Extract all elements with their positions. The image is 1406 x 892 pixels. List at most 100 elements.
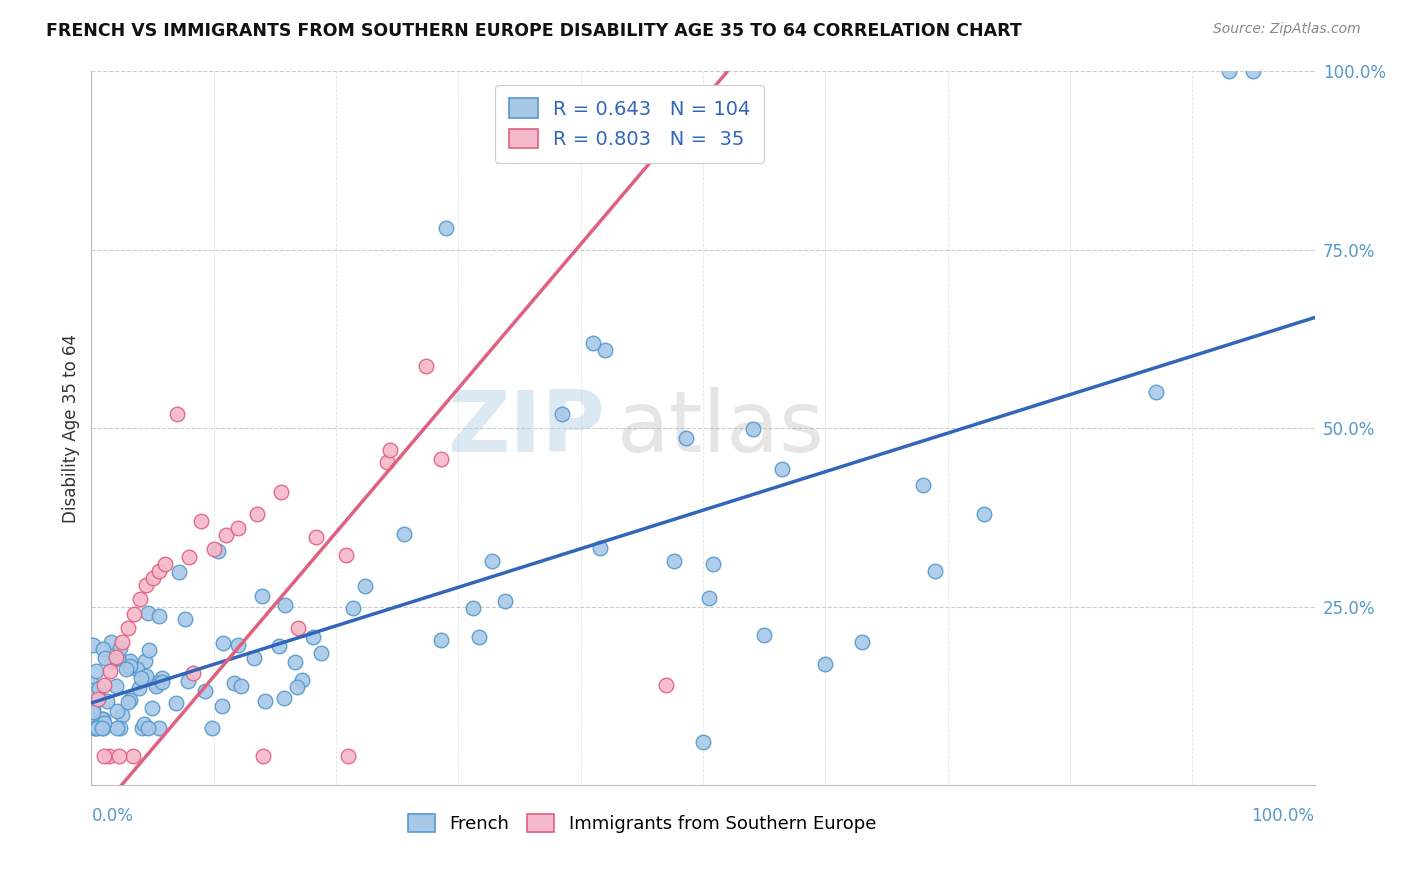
Point: [111, 708, 134, 723]
Point: [375, 455, 398, 469]
Point: [80, 713, 103, 727]
Point: [105, 704, 128, 718]
Point: [582, 335, 605, 350]
Point: [148, 608, 170, 623]
Point: [91, 712, 114, 726]
Point: [190, 514, 212, 528]
Point: [117, 621, 139, 635]
Point: [252, 589, 274, 603]
Point: [105, 721, 128, 735]
Point: [122, 749, 145, 764]
Text: atlas: atlas: [617, 386, 825, 470]
Point: [108, 749, 131, 764]
Point: [125, 662, 148, 676]
Point: [145, 679, 167, 693]
Point: [166, 407, 188, 421]
Point: [973, 507, 995, 521]
Point: [105, 679, 128, 693]
Point: [269, 639, 291, 653]
Point: [226, 521, 249, 535]
Point: [378, 443, 401, 458]
Point: [1218, 64, 1240, 78]
Point: [135, 578, 157, 592]
Point: [131, 721, 153, 735]
Point: [1243, 64, 1265, 78]
Point: [494, 594, 516, 608]
Text: 0.0%: 0.0%: [91, 807, 134, 825]
Point: [201, 721, 224, 735]
Point: [145, 676, 167, 690]
Point: [273, 599, 295, 613]
Point: [82, 702, 104, 716]
Point: [229, 679, 252, 693]
Point: [93, 678, 115, 692]
Point: [335, 548, 357, 562]
Point: [215, 528, 238, 542]
Point: [481, 554, 503, 568]
Point: [138, 643, 160, 657]
Point: [851, 635, 873, 649]
Point: [167, 565, 190, 579]
Point: [86, 664, 108, 678]
Point: [129, 671, 152, 685]
Point: [122, 607, 145, 621]
Point: [104, 649, 127, 664]
Point: [141, 700, 163, 714]
Point: [1144, 385, 1167, 400]
Point: [150, 671, 173, 685]
Point: [82, 683, 104, 698]
Point: [100, 635, 122, 649]
Point: [463, 601, 485, 615]
Text: 100.0%: 100.0%: [1251, 807, 1315, 825]
Point: [273, 690, 295, 705]
Point: [342, 600, 364, 615]
Point: [153, 557, 176, 571]
Point: [924, 564, 946, 578]
Text: FRENCH VS IMMIGRANTS FROM SOUTHERN EUROPE DISABILITY AGE 35 TO 64 CORRELATION CH: FRENCH VS IMMIGRANTS FROM SOUTHERN EUROP…: [46, 22, 1022, 40]
Point: [93, 721, 115, 735]
Point: [211, 698, 233, 713]
Point: [181, 665, 204, 680]
Point: [129, 592, 152, 607]
Point: [97, 748, 120, 763]
Point: [120, 654, 142, 668]
Point: [589, 541, 612, 555]
Point: [692, 735, 714, 749]
Point: [165, 696, 187, 710]
Point: [86, 721, 108, 735]
Point: [702, 557, 724, 571]
Point: [94, 651, 117, 665]
Point: [176, 673, 198, 688]
Point: [96, 693, 118, 707]
Point: [337, 749, 360, 764]
Point: [132, 716, 155, 731]
Point: [148, 721, 170, 735]
Point: [675, 431, 697, 445]
Y-axis label: Disability Age 35 to 64: Disability Age 35 to 64: [62, 334, 80, 523]
Point: [193, 684, 215, 698]
Point: [305, 530, 328, 544]
Point: [93, 749, 115, 764]
Point: [150, 674, 173, 689]
Point: [291, 673, 314, 687]
Point: [664, 554, 686, 568]
Point: [114, 662, 136, 676]
Point: [128, 681, 150, 695]
Point: [118, 660, 141, 674]
Point: [245, 507, 267, 521]
Point: [242, 650, 264, 665]
Point: [430, 452, 453, 467]
Point: [287, 621, 309, 635]
Point: [82, 705, 104, 719]
Point: [111, 635, 134, 649]
Point: [270, 485, 292, 500]
Point: [224, 676, 246, 690]
Point: [202, 542, 225, 557]
Point: [135, 668, 157, 682]
Point: [253, 694, 276, 708]
Point: [468, 630, 491, 644]
Point: [118, 658, 141, 673]
Point: [285, 680, 308, 694]
Point: [434, 221, 457, 235]
Point: [697, 591, 720, 606]
